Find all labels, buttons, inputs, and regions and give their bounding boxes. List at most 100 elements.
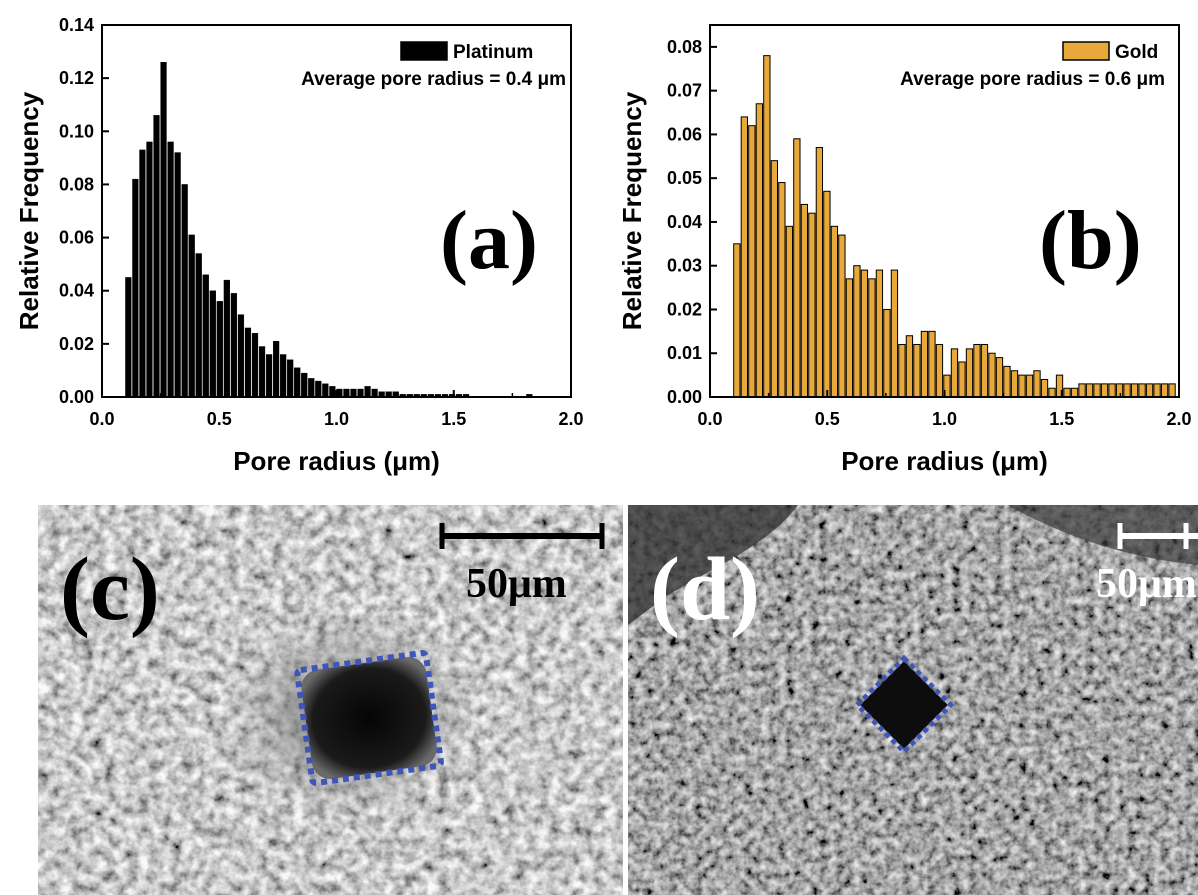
pore-outline <box>853 654 955 756</box>
histogram-bar <box>838 234 846 398</box>
x-tick-label: 1.0 <box>324 409 349 429</box>
histogram-bar <box>1115 383 1124 398</box>
x-tick-label: 2.0 <box>1166 409 1191 429</box>
histogram-bar <box>146 141 153 398</box>
sem-micrograph-platinum: (c) 50μm <box>38 505 623 895</box>
histogram-bar <box>965 348 974 398</box>
histogram-bar <box>823 190 831 398</box>
histogram-bar <box>1145 383 1154 398</box>
y-tick-label: 0.10 <box>59 121 94 141</box>
y-tick-label: 0.03 <box>667 256 702 276</box>
histogram-bar <box>223 279 230 398</box>
histogram-bar <box>272 341 280 398</box>
sem-micrograph-gold: (d) 50μm <box>628 505 1198 895</box>
histogram-bar <box>755 103 764 398</box>
histogram-bar <box>815 147 824 398</box>
histogram-bar <box>265 354 273 398</box>
x-axis-title: Pore radius (μm) <box>233 446 440 476</box>
histogram-bar <box>1010 370 1019 398</box>
histogram-bar <box>174 152 181 398</box>
histogram-bar <box>287 359 294 398</box>
y-tick-label: 0.08 <box>667 37 702 57</box>
y-tick-label: 0.01 <box>667 343 702 363</box>
histogram-bar <box>153 115 160 398</box>
histogram-bar <box>364 386 371 398</box>
histogram-bar <box>167 141 174 398</box>
legend-note: Average pore radius = 0.6 μm <box>900 69 1165 90</box>
y-tick-label: 0.02 <box>667 299 702 319</box>
y-tick-label: 0.06 <box>59 228 94 248</box>
histogram-bar <box>230 293 238 398</box>
histogram-bar <box>845 278 854 398</box>
y-tick-label: 0.02 <box>59 334 94 354</box>
histogram-bar <box>973 343 981 398</box>
histogram-bar <box>995 357 1004 398</box>
histogram-bar <box>1085 383 1094 398</box>
histogram-bar <box>251 333 259 398</box>
histogram-bar <box>808 212 816 398</box>
panel-label: (b) <box>1039 194 1142 287</box>
x-tick-label: 0.0 <box>697 409 722 429</box>
histogram-bar <box>237 314 245 398</box>
histogram-bar <box>258 346 266 398</box>
y-tick-label: 0.12 <box>59 68 94 88</box>
histogram-bar <box>181 184 188 398</box>
legend-note: Average pore radius = 0.4 μm <box>301 69 566 90</box>
histogram-bar <box>793 138 801 398</box>
histogram-bar <box>905 335 914 398</box>
histogram-gold: 0.0 0.5 1.0 1.5 2.0 0.00 0.01 0.02 0.03 0.04 0.05 0… <box>599 0 1198 485</box>
histogram-bar <box>988 352 996 398</box>
y-tick-label: 0.08 <box>59 174 94 194</box>
y-tick-label: 0.05 <box>667 168 702 188</box>
histogram-bar <box>1100 383 1109 398</box>
histogram-bar <box>1033 370 1041 398</box>
histogram-bar <box>1003 365 1011 398</box>
y-tick-label: 0.04 <box>59 281 94 301</box>
histogram-bar <box>350 388 357 398</box>
histogram-bar <box>209 290 216 398</box>
histogram-bar <box>898 343 906 398</box>
x-tick-label: 0.5 <box>815 409 840 429</box>
histogram-bar <box>139 149 146 398</box>
histogram-bar <box>1130 383 1139 398</box>
histogram-bar <box>1123 383 1131 398</box>
histogram-bar <box>322 383 329 398</box>
x-axis-title: Pore radius (μm) <box>841 446 1048 476</box>
legend-label: Gold <box>1115 42 1158 63</box>
histogram-bar <box>770 160 779 398</box>
x-tick-label: 0.0 <box>89 409 114 429</box>
histogram-bar <box>1093 383 1101 398</box>
sem-image-platinum <box>38 505 623 895</box>
legend-swatch <box>400 41 448 61</box>
y-tick-label: 0.00 <box>667 387 702 407</box>
histogram-platinum: 0.0 0.5 1.0 1.5 2.0 0.00 0.02 0.04 0.06 0.08 0.10 0… <box>0 0 599 485</box>
histogram-bar <box>800 203 809 398</box>
histogram-bar <box>1048 387 1056 398</box>
y-axis-title: Relative Frequency <box>14 91 44 330</box>
histogram-bar <box>244 327 252 398</box>
histogram-bar <box>1070 387 1079 398</box>
x-tick-label: 0.5 <box>207 409 232 429</box>
y-tick-label: 0.04 <box>667 212 702 232</box>
histogram-bar <box>935 343 944 398</box>
histogram-bar <box>1040 378 1049 398</box>
sem-image-gold <box>628 505 1198 895</box>
histogram-bar <box>853 265 861 398</box>
histogram-bar <box>920 330 929 398</box>
legend-label: Platinum <box>453 42 533 63</box>
histogram-gold-svg: 0.0 0.5 1.0 1.5 2.0 0.00 0.01 0.02 0.03 0.04 0.05 0… <box>617 24 1192 476</box>
legend-swatch <box>1062 41 1110 61</box>
histogram-bar <box>958 361 966 398</box>
scale-bar-label: 50μm <box>1096 561 1197 607</box>
histogram-bar <box>763 55 771 398</box>
histogram-bar <box>1063 387 1071 398</box>
panel-label-c: (c) <box>60 540 160 639</box>
histogram-bar <box>1160 383 1169 398</box>
x-tick-label: 2.0 <box>558 409 583 429</box>
histogram-bar <box>928 330 936 398</box>
panel-label: (a) <box>440 194 538 287</box>
histogram-bar <box>980 343 989 398</box>
histogram-bar <box>301 372 308 398</box>
histogram-bar <box>740 116 748 398</box>
histogram-bar <box>748 125 756 398</box>
